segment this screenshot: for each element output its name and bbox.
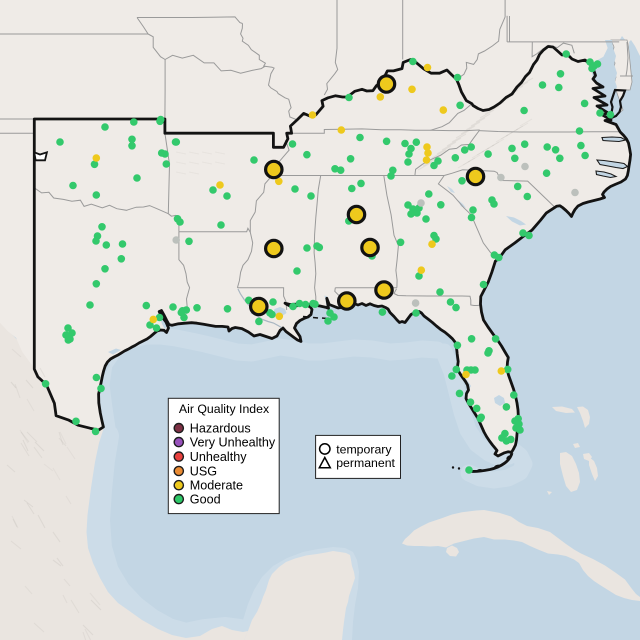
svg-text:Air Quality Index: Air Quality Index (179, 402, 270, 416)
svg-text:Hazardous: Hazardous (190, 422, 251, 436)
svg-text:Very Unhealthy: Very Unhealthy (190, 436, 276, 450)
svg-text:permanent: permanent (336, 456, 395, 470)
svg-text:Good: Good (190, 493, 221, 507)
svg-text:Unhealthy: Unhealthy (190, 450, 247, 464)
svg-text:temporary: temporary (336, 442, 392, 456)
svg-text:Moderate: Moderate (190, 479, 243, 493)
svg-text:USG: USG (190, 464, 217, 478)
